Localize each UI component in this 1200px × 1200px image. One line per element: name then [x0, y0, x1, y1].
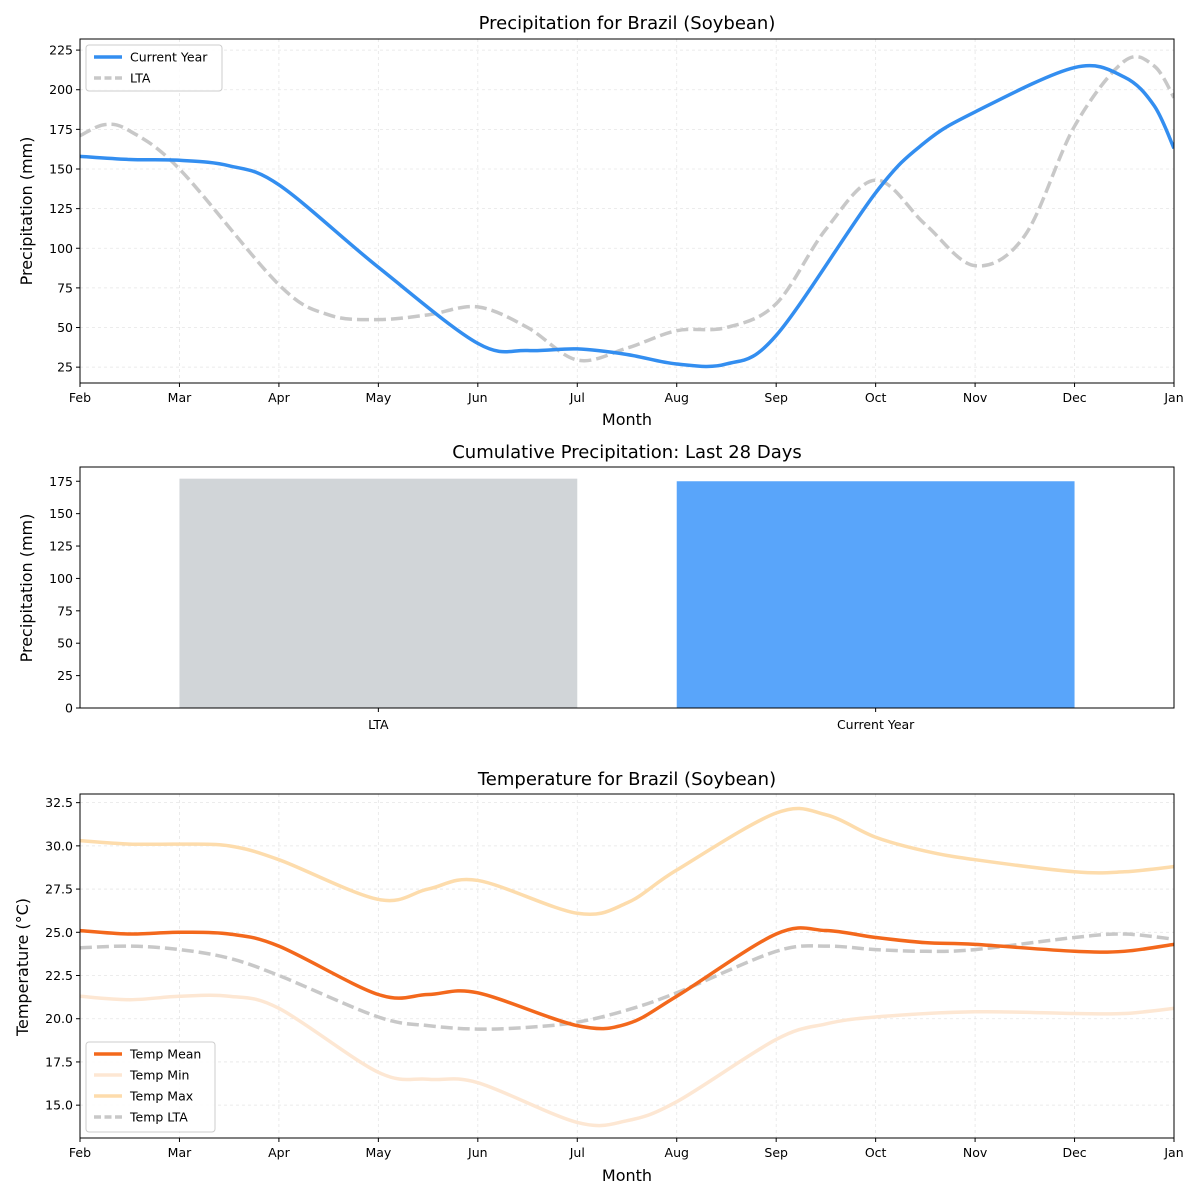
y-tick-label: 25.0 [45, 925, 73, 940]
plot-frame [79, 38, 1175, 384]
y-tick-label: 75 [57, 280, 73, 295]
series-line-temp-min [80, 993, 1174, 1128]
chart-title: Precipitation for Brazil (Soybean) [479, 13, 776, 34]
legend: Current Year LTA [85, 44, 223, 92]
y-tick-label: 25 [57, 668, 73, 683]
chart-title: Cumulative Precipitation: Last 28 Days [452, 442, 802, 463]
legend-label-temp-min: Temp Min [129, 1068, 189, 1083]
x-tick-label: Jan [1163, 390, 1183, 405]
legend: Temp Mean Temp Min Temp Max Temp LTA [85, 1041, 216, 1133]
y-tick-label: 200 [49, 82, 73, 97]
y-tick-label: 32.5 [45, 795, 73, 810]
bar-lta [179, 478, 578, 708]
x-tick-label: Oct [865, 390, 887, 405]
cumulative-precipitation-bar-chart: LTA Current Year 0 25 50 75 100 125 150 175 Cumul… [17, 442, 1175, 732]
x-axis-label: Month [602, 410, 652, 429]
x-axis-label: Month [602, 1166, 652, 1185]
plot-frame [79, 466, 1175, 709]
y-tick-label: 22.5 [45, 968, 73, 983]
y-tick-label: 27.5 [45, 882, 73, 897]
legend-label-temp-max: Temp Max [129, 1089, 193, 1104]
x-tick-label: Aug [665, 1145, 689, 1160]
y-axis-label: Precipitation (mm) [17, 137, 36, 286]
x-tick-label: LTA [368, 717, 389, 732]
y-tick-label: 50 [57, 636, 73, 651]
x-tick-label: Dec [1062, 390, 1086, 405]
x-tick-label: Feb [69, 390, 91, 405]
y-axis-label: Temperature (°C) [13, 898, 32, 1037]
x-tick-label: Dec [1062, 1145, 1086, 1160]
x-tick-label: Sep [764, 390, 788, 405]
y-tick-label: 225 [49, 43, 73, 58]
y-tick-label: 125 [49, 201, 73, 216]
y-tick-label: 15.0 [45, 1098, 73, 1113]
x-tick-label: Mar [168, 390, 192, 405]
x-tick-label: Nov [963, 390, 988, 405]
legend-label-temp-mean: Temp Mean [129, 1047, 201, 1062]
bar-current-year [676, 481, 1075, 708]
x-tick-label: Oct [865, 1145, 887, 1160]
x-tick-label: Apr [268, 1145, 290, 1160]
y-tick-label: 150 [49, 161, 73, 176]
x-tick-label: Feb [69, 1145, 91, 1160]
x-tick-label: Current Year [837, 717, 915, 732]
series-line-temp-lta [80, 932, 1174, 1031]
y-tick-label: 100 [49, 241, 73, 256]
y-tick-label: 20.0 [45, 1011, 73, 1026]
x-tick-label: May [365, 390, 391, 405]
legend-label-lta: LTA [130, 71, 151, 86]
plot-frame [79, 793, 1175, 1139]
legend-box [85, 1041, 216, 1133]
y-tick-label: 75 [57, 603, 73, 618]
legend-label-temp-lta: Temp LTA [129, 1110, 188, 1125]
x-tick-label: Aug [665, 390, 689, 405]
y-tick-label: 100 [49, 571, 73, 586]
x-tick-label: Apr [268, 390, 290, 405]
series-line-temp-max [80, 806, 1174, 916]
y-tick-label: 150 [49, 506, 73, 521]
x-tick-label: Jun [467, 390, 488, 405]
y-tick-label: 17.5 [45, 1054, 73, 1069]
x-tick-label: Jul [569, 390, 585, 405]
series-line-lta [80, 54, 1174, 363]
y-axis-label: Precipitation (mm) [17, 514, 36, 663]
legend-label-current-year: Current Year [130, 50, 208, 65]
y-tick-label: 175 [49, 122, 73, 137]
y-tick-label: 50 [57, 320, 73, 335]
temperature-line-chart: Feb Mar Apr May Jun Jul Aug Sep Oct Nov Dec Jan 15.0… [13, 769, 1184, 1185]
x-tick-label: Mar [168, 1145, 192, 1160]
x-tick-label: Sep [764, 1145, 788, 1160]
chart-title: Temperature for Brazil (Soybean) [477, 769, 776, 790]
x-tick-label: Jun [467, 1145, 488, 1160]
series-line-temp-mean [80, 926, 1174, 1031]
y-tick-label: 0 [65, 701, 73, 716]
y-tick-label: 125 [49, 539, 73, 554]
x-tick-label: Jan [1163, 1145, 1183, 1160]
y-tick-label: 30.0 [45, 838, 73, 853]
series-line-current-year [80, 63, 1174, 369]
x-tick-label: May [365, 1145, 391, 1160]
precipitation-line-chart: Feb Mar Apr May Jun Jul Aug Sep Oct Nov Dec Jan 25 50… [17, 13, 1184, 429]
y-tick-label: 25 [57, 360, 73, 375]
y-tick-label: 175 [49, 474, 73, 489]
x-tick-label: Jul [569, 1145, 585, 1160]
x-tick-label: Nov [963, 1145, 988, 1160]
